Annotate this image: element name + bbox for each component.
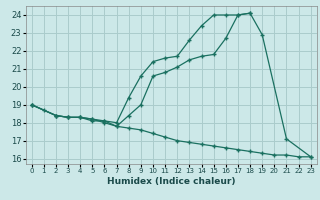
X-axis label: Humidex (Indice chaleur): Humidex (Indice chaleur) — [107, 177, 236, 186]
